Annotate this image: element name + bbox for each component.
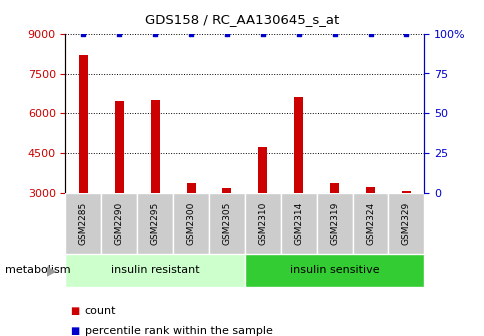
Text: ▶: ▶ bbox=[47, 264, 57, 277]
Text: count: count bbox=[85, 306, 116, 316]
Text: percentile rank within the sample: percentile rank within the sample bbox=[85, 326, 272, 336]
Bar bbox=[186, 182, 195, 193]
Bar bbox=[101, 193, 137, 254]
Text: GSM2290: GSM2290 bbox=[115, 202, 123, 245]
Point bbox=[366, 31, 374, 36]
Text: GSM2329: GSM2329 bbox=[401, 202, 410, 245]
Text: GSM2305: GSM2305 bbox=[222, 202, 231, 245]
Point bbox=[151, 31, 159, 36]
Point bbox=[79, 31, 87, 36]
Bar bbox=[316, 193, 352, 254]
Point bbox=[223, 31, 230, 36]
Bar bbox=[294, 97, 302, 193]
Bar bbox=[209, 193, 244, 254]
Text: insulin resistant: insulin resistant bbox=[111, 265, 199, 276]
Text: GSM2314: GSM2314 bbox=[294, 202, 302, 245]
Text: insulin sensitive: insulin sensitive bbox=[289, 265, 378, 276]
Bar bbox=[222, 188, 231, 193]
Bar bbox=[65, 254, 244, 287]
Point bbox=[294, 31, 302, 36]
Bar bbox=[79, 55, 88, 193]
Bar bbox=[330, 182, 338, 193]
Text: GSM2295: GSM2295 bbox=[151, 202, 159, 245]
Point bbox=[402, 31, 409, 36]
Bar bbox=[65, 193, 101, 254]
Point bbox=[330, 31, 338, 36]
Text: ■: ■ bbox=[70, 326, 79, 336]
Text: GSM2285: GSM2285 bbox=[79, 202, 88, 245]
Bar bbox=[258, 146, 267, 193]
Bar bbox=[365, 186, 374, 193]
Text: GSM2319: GSM2319 bbox=[330, 202, 338, 245]
Bar bbox=[137, 193, 173, 254]
Bar bbox=[173, 193, 209, 254]
Text: metabolism: metabolism bbox=[5, 265, 70, 276]
Bar bbox=[115, 101, 123, 193]
Text: GSM2324: GSM2324 bbox=[365, 202, 374, 245]
Bar bbox=[280, 193, 316, 254]
Text: GSM2300: GSM2300 bbox=[186, 202, 195, 245]
Point bbox=[187, 31, 195, 36]
Bar bbox=[244, 193, 280, 254]
Text: ■: ■ bbox=[70, 306, 79, 316]
Bar bbox=[244, 254, 424, 287]
Point bbox=[258, 31, 266, 36]
Point bbox=[115, 31, 123, 36]
Bar bbox=[388, 193, 424, 254]
Bar bbox=[151, 100, 159, 193]
Text: GSM2310: GSM2310 bbox=[258, 202, 267, 245]
Bar bbox=[352, 193, 388, 254]
Text: GDS158 / RC_AA130645_s_at: GDS158 / RC_AA130645_s_at bbox=[145, 13, 339, 27]
Bar bbox=[401, 191, 410, 193]
